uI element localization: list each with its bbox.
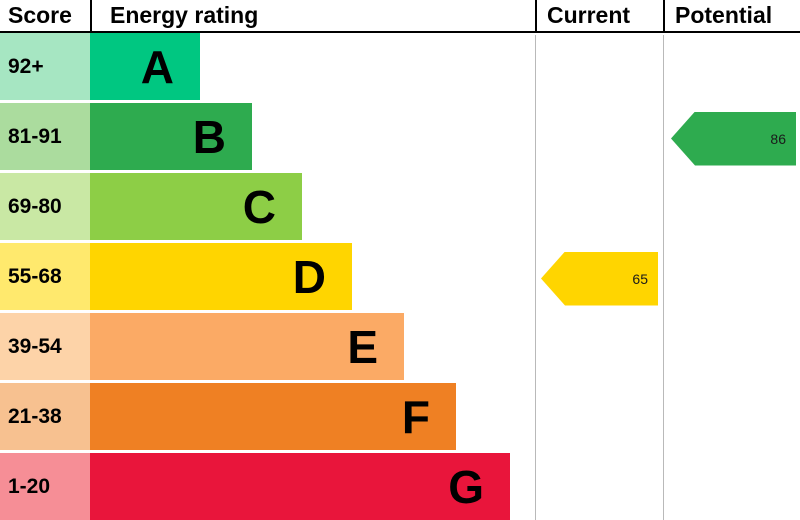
potential-header: Potential (663, 0, 800, 31)
potential-rating-value: 86 (770, 130, 786, 147)
current-rating-value: 65 (632, 270, 648, 287)
energy-rating-header: Energy rating (90, 0, 535, 31)
band-bar-c: C (90, 173, 302, 240)
band-score-c: 69-80 (0, 173, 90, 240)
band-bar-a: A (90, 33, 200, 100)
band-letter-e: E (347, 320, 378, 373)
current-rating-arrow: 65 (541, 251, 658, 306)
band-score-g: 1-20 (0, 453, 90, 520)
current-column-divider (535, 35, 536, 520)
current-header: Current (535, 0, 663, 31)
band-row-b: 81-91 B (0, 103, 800, 170)
band-letter-g: G (448, 460, 484, 513)
band-bar-e: E (90, 313, 404, 380)
band-bar-g: G (90, 453, 510, 520)
band-score-f: 21-38 (0, 383, 90, 450)
band-letter-d: D (292, 250, 326, 303)
potential-rating-arrow: 86 (671, 111, 796, 166)
band-row-e: 39-54 E (0, 313, 800, 380)
band-score-b: 81-91 (0, 103, 90, 170)
score-header: Score (8, 2, 72, 28)
band-letter-f: F (401, 390, 430, 443)
band-row-g: 1-20 G (0, 453, 800, 520)
band-score-e: 39-54 (0, 313, 90, 380)
band-bar-f: F (90, 383, 456, 450)
band-row-f: 21-38 F (0, 383, 800, 450)
band-row-c: 69-80 C (0, 173, 800, 240)
band-bar-d: D (90, 243, 352, 310)
band-letter-b: B (192, 110, 226, 163)
header-row: Score Energy rating Current Potential (0, 0, 800, 33)
band-bar-b: B (90, 103, 252, 170)
band-letter-c: C (242, 180, 276, 233)
potential-column-divider (663, 35, 664, 520)
band-row-a: 92+ A (0, 33, 800, 100)
band-score-d: 55-68 (0, 243, 90, 310)
band-rows: 92+ A 81-91 B 69-80 C 5 (0, 33, 800, 520)
band-row-d: 55-68 D (0, 243, 800, 310)
band-letter-a: A (140, 40, 174, 93)
band-score-a: 92+ (0, 33, 90, 100)
